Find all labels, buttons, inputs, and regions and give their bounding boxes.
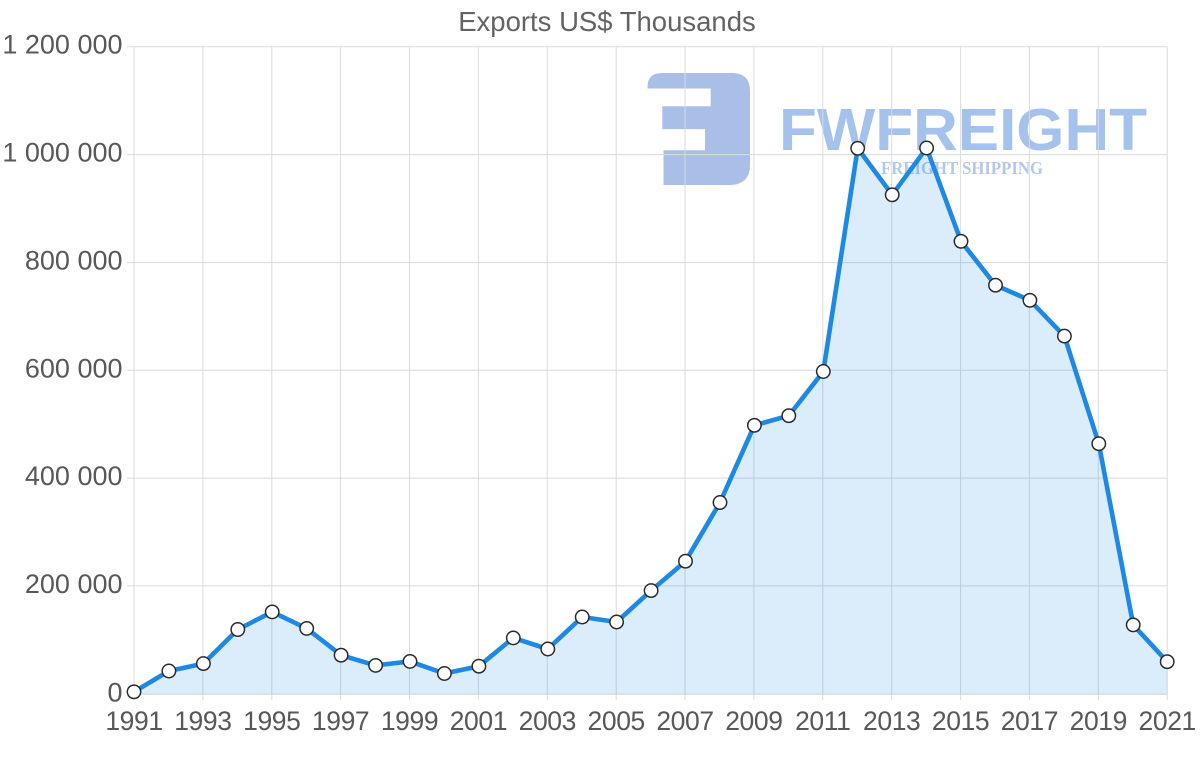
svg-text:2019: 2019 (1070, 706, 1127, 736)
svg-text:1 200 000: 1 200 000 (2, 30, 122, 60)
svg-text:800 000: 800 000 (25, 246, 123, 276)
svg-text:2007: 2007 (656, 706, 713, 736)
svg-text:2009: 2009 (725, 706, 782, 736)
svg-text:1991: 1991 (105, 706, 162, 736)
svg-text:2003: 2003 (519, 706, 576, 736)
svg-text:200 000: 200 000 (25, 569, 123, 599)
svg-text:FWFREIGHT: FWFREIGHT (779, 97, 1147, 163)
svg-text:Exports US$ Thousands: Exports US$ Thousands (458, 6, 756, 37)
svg-text:2005: 2005 (588, 706, 645, 736)
svg-text:0: 0 (107, 677, 122, 707)
svg-text:1997: 1997 (312, 706, 369, 736)
svg-text:2011: 2011 (795, 706, 850, 736)
svg-text:2013: 2013 (863, 706, 920, 736)
svg-text:2001: 2001 (450, 706, 507, 736)
svg-text:400 000: 400 000 (25, 461, 123, 491)
svg-text:1 000 000: 1 000 000 (2, 138, 122, 168)
svg-text:2015: 2015 (932, 706, 989, 736)
svg-text:1995: 1995 (243, 706, 300, 736)
svg-text:1999: 1999 (381, 706, 438, 736)
svg-text:2021: 2021 (1139, 706, 1196, 736)
svg-text:600 000: 600 000 (25, 353, 123, 383)
svg-text:2017: 2017 (1001, 706, 1058, 736)
svg-text:FREIGHT SHIPPING: FREIGHT SHIPPING (881, 158, 1043, 178)
svg-text:1993: 1993 (174, 706, 231, 736)
